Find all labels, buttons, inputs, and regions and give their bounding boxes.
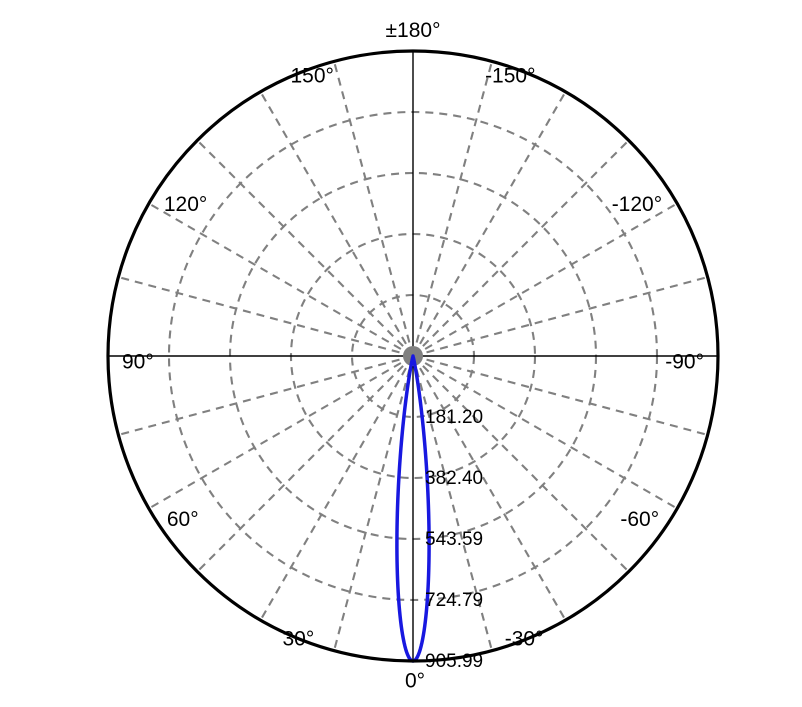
angular-grid-spoke [334,61,413,356]
angle-label: 150° [291,64,334,87]
angle-label: 60° [167,508,199,531]
radial-tick-label: 543.59 [425,529,483,550]
angle-label: 90° [122,351,154,374]
angular-grid-spoke [261,92,414,356]
angular-grid-spoke [413,277,708,356]
angular-grid-spoke [413,92,566,356]
angular-grid-spoke [118,356,413,435]
angle-label: 0° [405,669,425,692]
angle-label: ±180° [386,19,441,42]
radial-tick-label: 382.40 [425,468,483,489]
angular-grid-spoke [413,204,677,357]
angle-label: -60° [620,508,659,531]
angle-label: -120° [612,193,662,216]
angle-label: -150° [485,64,535,87]
radial-tick-label: 724.79 [425,590,483,611]
radial-tick-label: 181.20 [425,407,483,428]
radial-tick-labels: 181.20 382.40 543.59 724.79 905.99 [425,407,483,672]
angle-label: 120° [164,193,207,216]
angle-label: -90° [665,351,704,374]
polar-chart: 181.20 382.40 543.59 724.79 905.99 ±180° -150… [0,0,802,707]
radial-tick-label: 905.99 [425,651,483,672]
angular-grid-spoke [334,356,413,651]
angular-grid-spoke [149,356,413,509]
angular-grid-spoke [413,61,492,356]
angular-grid-spoke [149,204,413,357]
angular-grid-spoke [413,140,629,356]
angular-grid-spoke [118,277,413,356]
angular-grid-spoke [197,356,413,572]
angle-label: -30° [505,628,544,651]
angular-grid-spoke [197,140,413,356]
angular-grid-spoke [261,356,414,620]
angle-label: 30° [283,628,315,651]
